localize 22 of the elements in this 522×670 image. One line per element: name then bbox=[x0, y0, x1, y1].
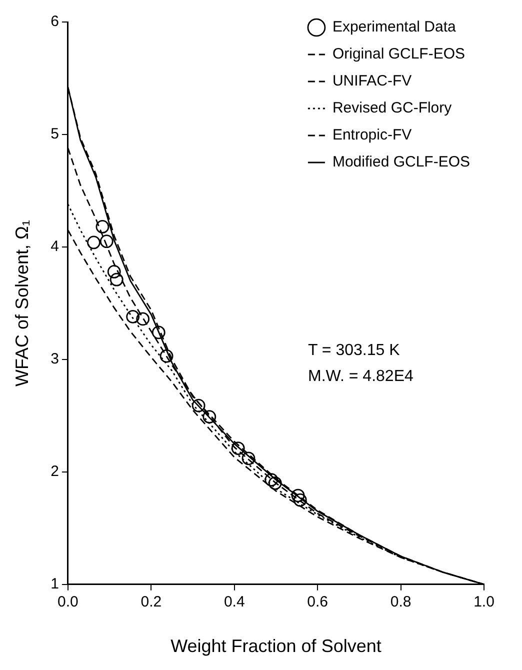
y-tick-label: 6 bbox=[50, 13, 59, 30]
legend-label: Entropic-FV bbox=[332, 126, 412, 144]
x-axis-title: Weight Fraction of Solvent bbox=[170, 636, 382, 656]
x-tick-label: 1.0 bbox=[474, 594, 494, 611]
legend-label: Original GCLF-EOS bbox=[332, 46, 466, 63]
y-tick-label: 2 bbox=[50, 463, 59, 480]
legend-label: Revised GC-Flory bbox=[332, 100, 452, 117]
annotation: M.W. = 4.82E4 bbox=[308, 367, 414, 387]
x-tick-label: 0.0 bbox=[58, 594, 78, 611]
y-tick-label: 4 bbox=[50, 238, 59, 256]
annotation: T = 303.15 K bbox=[308, 341, 401, 361]
x-tick-label: 0.6 bbox=[307, 594, 328, 611]
y-tick-label: 5 bbox=[50, 126, 59, 143]
legend-label: UNIFAC-FV bbox=[332, 72, 412, 90]
x-tick-label: 0.2 bbox=[140, 594, 162, 611]
y-tick-label: 3 bbox=[50, 350, 59, 368]
x-tick-label: 0.4 bbox=[224, 594, 245, 611]
legend-label: Modified GCLF-EOS bbox=[332, 154, 470, 171]
y-axis-title: WFAC of Solvent, Ω₁ bbox=[12, 220, 32, 386]
x-tick-label: 0.8 bbox=[390, 594, 412, 611]
legend-label: Experimental Data bbox=[332, 18, 457, 36]
y-tick-label: 1 bbox=[50, 576, 59, 593]
